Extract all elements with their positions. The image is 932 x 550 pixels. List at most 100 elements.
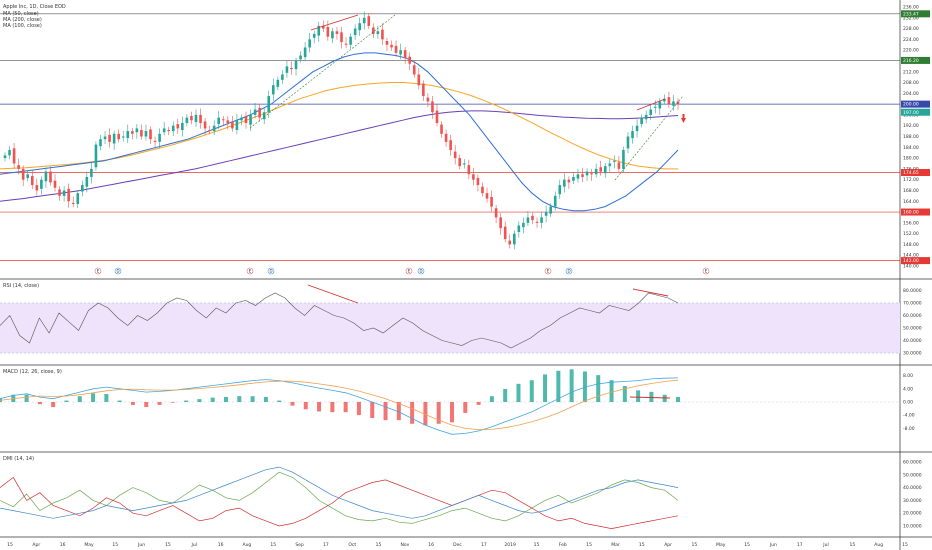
candle-body — [167, 130, 171, 132]
candle-body — [522, 222, 525, 228]
macd-histogram-bar — [636, 390, 641, 402]
candle-body — [58, 189, 61, 196]
macd-histogram-bar — [277, 400, 282, 402]
macd-histogram-bar — [91, 393, 96, 402]
event-marker-label: D — [419, 269, 422, 274]
candle-body — [3, 155, 7, 159]
candle-body — [376, 31, 380, 34]
price-tick-label: 148.00 — [903, 242, 919, 248]
price-level-tag — [901, 169, 930, 177]
macd-histogram-bar — [144, 402, 149, 408]
candle-body — [185, 117, 189, 124]
price-axis[interactable]: 236.00232.00228.00224.00220.00216.00212.… — [901, 5, 930, 270]
candle-body — [672, 101, 675, 106]
candle-body — [653, 106, 657, 108]
candle-body — [603, 166, 607, 174]
macd-histogram-bar — [503, 388, 508, 402]
macd-line — [0, 377, 679, 435]
rsi-tick-label: 40.0000 — [903, 338, 922, 344]
time-tick-label: 15 — [639, 542, 645, 548]
earnings-marker — [544, 267, 552, 275]
event-marker-label: D — [567, 269, 570, 274]
time-tick-label: Apr — [664, 542, 672, 548]
candle-body — [35, 185, 39, 191]
rsi-band — [0, 303, 900, 353]
candle-body — [494, 208, 498, 218]
macd-histogram-bar — [649, 391, 654, 402]
macd-histogram-bar — [330, 402, 335, 413]
candle-body — [21, 168, 25, 180]
earnings-marker — [94, 267, 102, 275]
time-tick-label: Aug — [243, 542, 252, 548]
candle-body — [221, 119, 225, 121]
price-tick-label: 228.00 — [903, 26, 919, 32]
candle-body — [67, 188, 70, 202]
time-tick-label: 15 — [270, 542, 276, 548]
candle-body — [503, 226, 507, 240]
macd-histogram-bar — [24, 394, 29, 402]
candle-body — [585, 171, 589, 176]
dmi-tick-label: 40.0000 — [903, 485, 922, 491]
candle-body — [62, 190, 66, 196]
price-tick-label: 224.00 — [903, 37, 919, 43]
dmi-axis[interactable]: 60.0000 50.0000 40.0000 30.0000 20.0000 10.00… — [903, 460, 922, 530]
candle-body — [99, 139, 102, 147]
candle-body — [53, 180, 57, 188]
candle-body — [331, 31, 334, 39]
dmi-tick-label: 10.0000 — [903, 524, 922, 530]
time-axis[interactable]: 15 Apr 16 May 15 Jun 15 Jul 16 Aug 15 Sep 17 Oct 15 Nov… — [7, 542, 908, 548]
macd-histogram-bar — [224, 396, 228, 402]
candle-body — [267, 96, 271, 113]
price-level-tag-label: 174.65 — [903, 170, 919, 176]
candle-body — [153, 140, 157, 142]
macd-tick-label: 0.00 — [903, 400, 913, 406]
rsi-axis[interactable]: 80.0000 70.0000 60.0000 50.0000 40.0000 30.00… — [903, 288, 922, 357]
candle-body — [94, 144, 98, 168]
price-tick-label: 152.00 — [903, 231, 919, 237]
macd-histogram-bar — [489, 396, 494, 402]
candle-body — [576, 174, 580, 179]
candle-body — [426, 97, 430, 102]
macd-histogram-bar — [516, 383, 521, 402]
candle-body — [144, 131, 148, 137]
candle-body — [344, 43, 348, 45]
candle-body — [44, 171, 48, 182]
time-tick-label: Jul — [191, 542, 197, 548]
candle-body — [613, 160, 616, 162]
down-arrow-stem — [682, 114, 685, 118]
candle-body — [617, 162, 621, 169]
macd-histogram-bar — [450, 402, 454, 423]
candle-body — [226, 120, 230, 124]
candle-body — [458, 158, 462, 167]
candle-body — [590, 173, 593, 175]
candle-body — [76, 193, 80, 204]
candle-body — [103, 136, 107, 140]
candle-body — [158, 133, 161, 142]
candle-body — [553, 195, 557, 207]
price-tick-label: 180.00 — [903, 156, 919, 162]
time-tick-label: 15 — [586, 542, 592, 548]
dmi-tick-label: 20.0000 — [903, 511, 922, 517]
candle-body — [449, 140, 452, 150]
candle-body — [271, 85, 275, 95]
candle-body — [358, 23, 361, 31]
time-tick-label: 15 — [376, 542, 382, 548]
candle-body — [117, 133, 120, 140]
event-marker-label: D — [269, 269, 272, 274]
macd-histogram-bar — [476, 402, 481, 405]
candle-body — [390, 44, 393, 48]
dividend-marker — [114, 267, 122, 275]
macd-histogram-bar — [609, 380, 614, 402]
event-marker-label: E — [249, 269, 252, 274]
macd-histogram-bar — [197, 399, 202, 402]
macd-histogram-bar — [569, 369, 574, 402]
macd-axis[interactable]: 8.00 4.00 0.00 -4.00 -8.00 — [903, 373, 915, 432]
candle-body — [212, 125, 216, 132]
candle-body — [403, 50, 407, 59]
macd-tick-label: 8.00 — [903, 373, 913, 379]
rsi-tick-label: 70.0000 — [903, 301, 922, 307]
candle-body — [512, 233, 516, 245]
candle-body — [108, 134, 111, 142]
